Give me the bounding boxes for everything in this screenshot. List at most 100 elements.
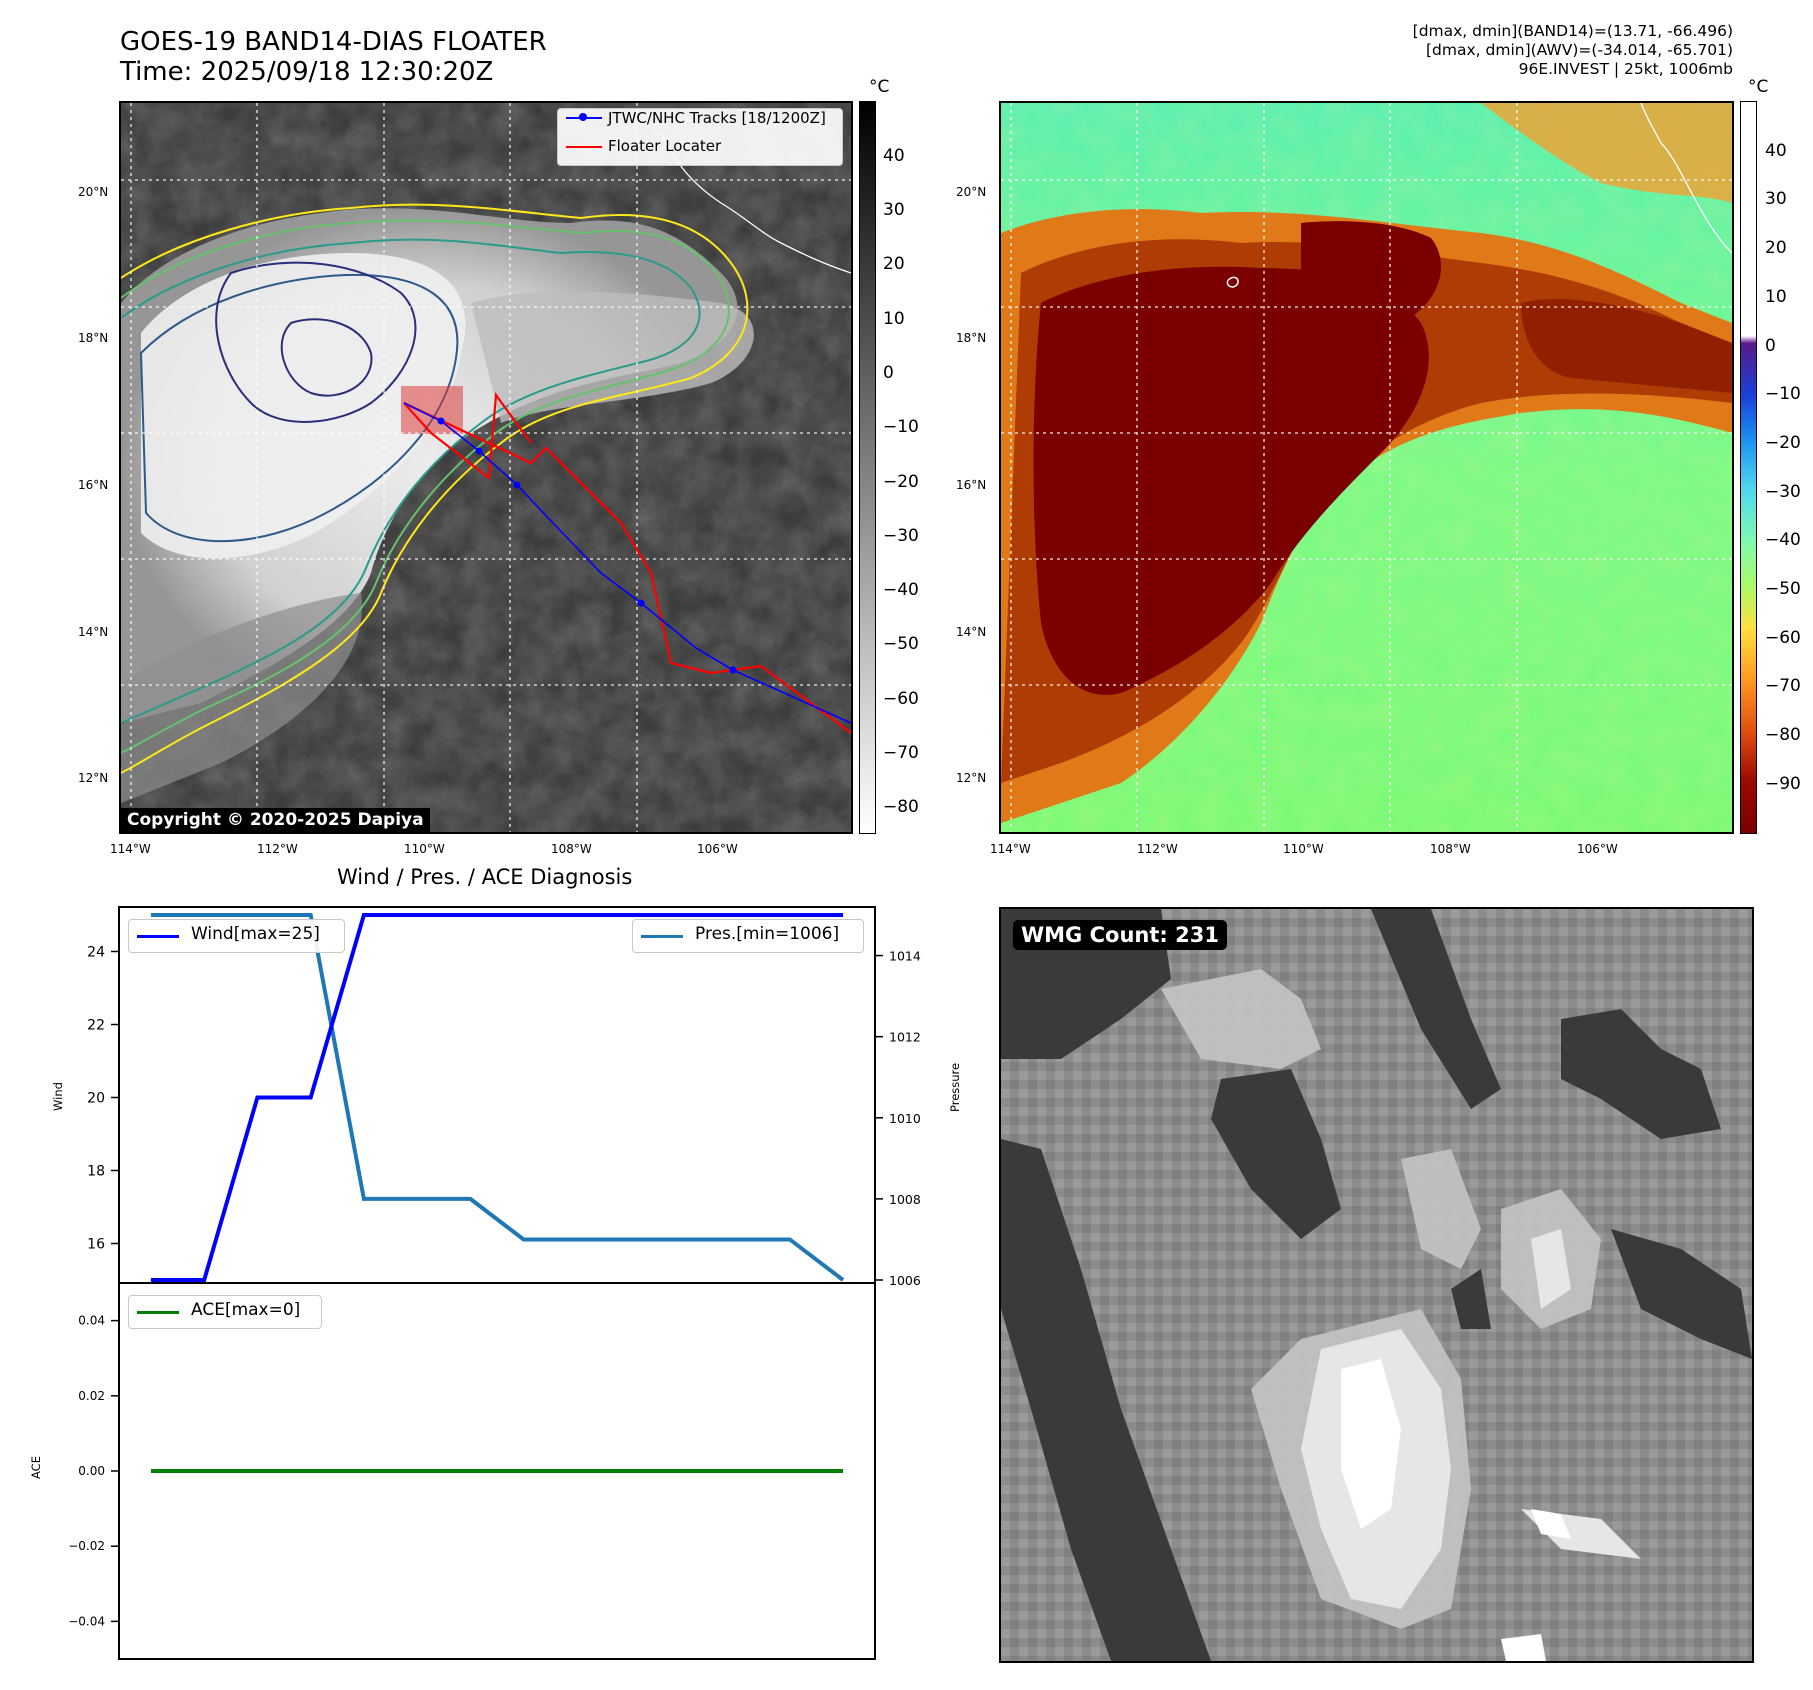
- ir-colorbar-tick: 0: [883, 363, 894, 383]
- pressure-axis-label: Pressure: [948, 1062, 962, 1112]
- wind-legend: Wind[max=25]: [128, 919, 345, 953]
- floater-locater-line: [403, 391, 851, 734]
- awv-colorbar: [1740, 101, 1757, 834]
- ace-axes: [118, 1282, 876, 1660]
- copyright-badge: Copyright © 2020-2025 Dapiya: [121, 808, 430, 832]
- ir-colorbar-tick: −10: [883, 417, 919, 437]
- ace-tick-label: 0.02: [78, 1389, 105, 1403]
- pressure-tick-label: 1012: [889, 1030, 921, 1045]
- meta-storm: 96E.INVEST | 25kt, 1006mb: [1518, 60, 1733, 78]
- awv-lon-label: 112°W: [1137, 842, 1178, 856]
- ir-colorbar-tick: −40: [883, 580, 919, 600]
- pressure-tick-label: 1014: [889, 949, 921, 964]
- ace-legend: ACE[max=0]: [128, 1295, 322, 1329]
- meta-band14: [dmax, dmin](BAND14)=(13.71, -66.496): [1412, 22, 1733, 40]
- ir-colorbar-tick: −30: [883, 526, 919, 546]
- awv-map-svg: [1001, 103, 1732, 832]
- wind-tick-label: 18: [87, 1164, 105, 1180]
- ir-colorbar-tick: 30: [883, 200, 905, 220]
- awv-colorbar-tick: −10: [1765, 384, 1801, 404]
- wind-tick-label: 20: [87, 1091, 105, 1107]
- ir-colorbar: [859, 101, 876, 834]
- awv-colorbar-tick: −40: [1765, 530, 1801, 550]
- pres-legend-label: Pres.[min=1006]: [695, 924, 840, 944]
- awv-lat-label: 20°N: [956, 185, 987, 199]
- awv-lon-label: 110°W: [1283, 842, 1324, 856]
- awv-colorbar-unit: °C: [1748, 77, 1769, 97]
- ir-lon-label: 114°W: [110, 842, 151, 856]
- ir-colorbar-tick: −80: [883, 797, 919, 817]
- wind-legend-label: Wind[max=25]: [191, 924, 320, 944]
- awv-colorbar-tick: −60: [1765, 628, 1801, 648]
- awv-map: [999, 101, 1734, 834]
- ir-legend: JTWC/NHC Tracks [18/1200Z] Floater Locat…: [557, 108, 843, 166]
- ir-colorbar-tick: −50: [883, 634, 919, 654]
- ace-legend-label: ACE[max=0]: [191, 1300, 301, 1320]
- awv-colorbar-tick: 0: [1765, 336, 1776, 356]
- ir-colorbar-tick: 20: [883, 254, 905, 274]
- ir-colorbar-tick: 10: [883, 309, 905, 329]
- wmg-image: [1001, 909, 1752, 1661]
- awv-colorbar-tick: −20: [1765, 433, 1801, 453]
- jtwc-track: [403, 402, 851, 724]
- pressure-tick-label: 1010: [889, 1111, 921, 1126]
- awv-colorbar-tick: −30: [1765, 482, 1801, 502]
- wind-line: [150, 913, 844, 1282]
- ir-lat-label: 20°N: [78, 185, 109, 199]
- awv-lon-label: 108°W: [1430, 842, 1471, 856]
- coastline: [660, 132, 851, 274]
- awv-lon-label: 106°W: [1577, 842, 1618, 856]
- wind-tick-label: 24: [87, 945, 105, 961]
- ir-lon-label: 106°W: [697, 842, 738, 856]
- awv-lat-label: 12°N: [956, 771, 987, 785]
- ir-lon-label: 112°W: [257, 842, 298, 856]
- ace-tick-label: −0.02: [68, 1539, 105, 1553]
- ir-colorbar-tick: −20: [883, 472, 919, 492]
- ir-lat-label: 14°N: [78, 625, 109, 639]
- awv-colorbar-tick: 10: [1765, 287, 1787, 307]
- diag-title: Wind / Pres. / ACE Diagnosis: [337, 865, 633, 889]
- awv-lat-label: 14°N: [956, 625, 987, 639]
- ir-lat-label: 12°N: [78, 771, 109, 785]
- ir-colorbar-tick: −70: [883, 743, 919, 763]
- ace-tick-label: −0.04: [68, 1614, 105, 1628]
- wind-tick-label: 16: [87, 1237, 105, 1253]
- figure-time: Time: 2025/09/18 12:30:20Z: [120, 57, 494, 87]
- ir-colorbar-tick: 40: [883, 146, 905, 166]
- ir-colorbar-tick: −60: [883, 689, 919, 709]
- pressure-tick-label: 1008: [889, 1192, 921, 1207]
- ir-lat-label: 18°N: [78, 331, 109, 345]
- awv-lon-label: 114°W: [990, 842, 1031, 856]
- legend-jtwc: JTWC/NHC Tracks [18/1200Z]: [608, 109, 826, 127]
- meta-awv: [dmax, dmin](AWV)=(-34.014, -65.701): [1426, 41, 1733, 59]
- pressure-tick-label: 1006: [889, 1273, 921, 1288]
- ace-tick-label: 0.04: [78, 1314, 105, 1328]
- awv-colorbar-tick: −70: [1765, 676, 1801, 696]
- awv-colorbar-tick: 30: [1765, 189, 1787, 209]
- awv-colorbar-tick: −50: [1765, 579, 1801, 599]
- awv-colorbar-tick: 20: [1765, 238, 1787, 258]
- legend-floater: Floater Locater: [608, 137, 722, 155]
- wind-pres-axes: [118, 906, 876, 1284]
- ace-axis-label: ACE: [29, 1456, 43, 1479]
- diag-chart: 16 18 20 22 24 1006 1008 1010 1012 1014 0.04 0.02…: [68, 906, 921, 1660]
- header-meta: [dmax, dmin](BAND14)=(13.71, -66.496) [d…: [1413, 22, 1733, 79]
- ir-map-svg: [121, 103, 851, 832]
- pres-legend: Pres.[min=1006]: [632, 919, 864, 953]
- ir-map: JTWC/NHC Tracks [18/1200Z] Floater Locat…: [119, 101, 853, 834]
- wmg-count-badge: WMG Count: 231: [1013, 920, 1227, 950]
- awv-colorbar-tick: 40: [1765, 141, 1787, 161]
- awv-colorbar-tick: −90: [1765, 774, 1801, 794]
- ir-lon-label: 110°W: [404, 842, 445, 856]
- figure-title: GOES-19 BAND14-DIAS FLOATER: [120, 27, 547, 57]
- deep-convection: [1033, 266, 1429, 695]
- awv-colorbar-tick: −80: [1765, 725, 1801, 745]
- ir-lat-label: 16°N: [78, 478, 109, 492]
- wmg-panel: WMG Count: 231: [999, 907, 1754, 1663]
- wind-tick-label: 22: [87, 1018, 105, 1034]
- pressure-line: [150, 913, 845, 1282]
- ace-tick-label: 0.00: [78, 1464, 105, 1478]
- awv-lat-label: 18°N: [956, 331, 987, 345]
- ir-lon-label: 108°W: [551, 842, 592, 856]
